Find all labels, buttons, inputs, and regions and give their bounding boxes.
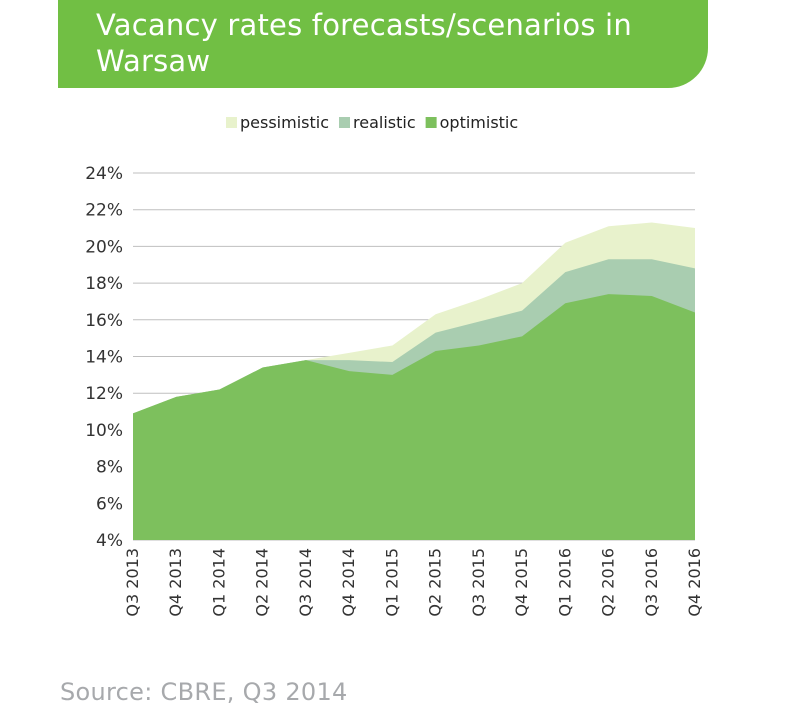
- x-tick-label: Q1 2015: [382, 548, 401, 617]
- x-tick-label: Q2 2016: [599, 548, 618, 617]
- y-tick-label: 10%: [85, 421, 123, 441]
- vacancy-rate-chart: pessimistic realistic optimistic 4% 6% 8% 10%…: [85, 113, 704, 617]
- legend-label-pessimistic: pessimistic: [240, 113, 329, 132]
- y-tick-label: 24%: [85, 164, 123, 184]
- x-tick-label: Q3 2015: [469, 548, 488, 617]
- chart-legend: pessimistic realistic optimistic: [226, 113, 518, 132]
- x-axis: Q3 2013 Q4 2013 Q1 2014 Q2 2014 Q3 2014 Q4 20…: [123, 548, 704, 617]
- source-note: Source: CBRE, Q3 2014: [60, 678, 348, 706]
- y-tick-label: 18%: [85, 274, 123, 294]
- y-tick-label: 20%: [85, 237, 123, 257]
- x-tick-label: Q4 2014: [339, 548, 358, 617]
- title-banner: Vacancy rates forecasts/scenarios in War…: [58, 0, 708, 88]
- y-tick-label: 6%: [96, 494, 123, 514]
- x-tick-label: Q2 2015: [426, 548, 445, 617]
- x-tick-label: Q3 2016: [642, 548, 661, 617]
- chart-areas: [133, 222, 695, 541]
- chart-title: Vacancy rates forecasts/scenarios in War…: [96, 8, 632, 78]
- y-tick-label: 8%: [96, 458, 123, 478]
- x-tick-label: Q4 2013: [166, 548, 185, 617]
- y-tick-label: 12%: [85, 384, 123, 404]
- legend-swatch-pessimistic: [226, 117, 237, 128]
- x-tick-label: Q1 2016: [555, 548, 574, 617]
- y-axis: 4% 6% 8% 10% 12% 14% 16% 18% 20% 22% 24%: [85, 164, 123, 551]
- x-tick-label: Q2 2014: [253, 548, 272, 617]
- legend-label-optimistic: optimistic: [440, 113, 519, 132]
- legend-swatch-realistic: [339, 117, 350, 128]
- x-tick-label: Q4 2016: [685, 548, 704, 617]
- y-tick-label: 16%: [85, 311, 123, 331]
- y-tick-label: 22%: [85, 201, 123, 221]
- x-tick-label: Q3 2014: [296, 548, 315, 617]
- y-tick-label: 4%: [96, 531, 123, 551]
- y-tick-label: 14%: [85, 348, 123, 368]
- x-tick-label: Q3 2013: [123, 548, 142, 617]
- x-tick-label: Q1 2014: [209, 548, 228, 617]
- legend-swatch-optimistic: [425, 117, 437, 128]
- legend-label-realistic: realistic: [353, 113, 416, 132]
- area-optimistic: [133, 294, 695, 540]
- x-tick-label: Q4 2015: [512, 548, 531, 617]
